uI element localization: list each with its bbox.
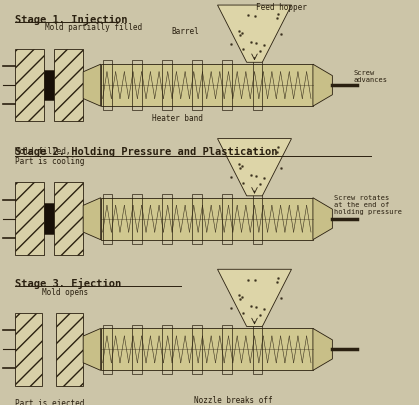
Bar [101, 328, 313, 371]
Bar [132, 325, 142, 374]
Polygon shape [313, 198, 332, 240]
Bar [44, 71, 54, 101]
Bar [253, 325, 262, 374]
Text: Mold opens: Mold opens [42, 288, 88, 296]
Bar [101, 65, 313, 107]
Bar [132, 61, 142, 111]
Text: Part is ejected: Part is ejected [15, 398, 84, 405]
Bar [162, 194, 172, 244]
Bar [15, 50, 44, 122]
Polygon shape [83, 328, 101, 371]
Text: Stage 2. Holding Pressure and Plastication: Stage 2. Holding Pressure and Plasticati… [15, 147, 277, 157]
Bar [222, 194, 232, 244]
Bar [132, 194, 142, 244]
Bar [103, 61, 112, 111]
Bar [15, 183, 44, 255]
Polygon shape [83, 65, 101, 107]
Polygon shape [313, 65, 332, 107]
Polygon shape [217, 139, 292, 196]
Bar [26, 400, 53, 405]
Text: Heater band: Heater band [152, 114, 203, 123]
Bar [192, 194, 202, 244]
Bar [253, 61, 262, 111]
Text: Screw
advances: Screw advances [354, 70, 388, 83]
Bar [54, 183, 83, 255]
Text: Stage 3. Ejection: Stage 3. Ejection [15, 277, 121, 288]
Bar [192, 325, 202, 374]
Text: Mold filled,
Part is cooling: Mold filled, Part is cooling [15, 147, 84, 166]
Text: Screw rotates
at the end of
holding pressure: Screw rotates at the end of holding pres… [334, 195, 402, 215]
Polygon shape [217, 270, 292, 327]
Polygon shape [313, 328, 332, 371]
Bar [222, 325, 232, 374]
Text: Feed hopper: Feed hopper [256, 3, 307, 12]
Bar [162, 61, 172, 111]
Polygon shape [217, 6, 292, 63]
Bar [44, 204, 54, 234]
Text: Mold partially filled: Mold partially filled [45, 23, 142, 32]
Bar [103, 194, 112, 244]
Polygon shape [83, 198, 101, 240]
Bar [253, 194, 262, 244]
Bar [101, 198, 313, 240]
Bar [222, 61, 232, 111]
Bar [162, 325, 172, 374]
Bar [34, 395, 45, 405]
Text: Barrel: Barrel [172, 27, 199, 36]
Bar [192, 61, 202, 111]
Bar [15, 313, 42, 386]
Text: Stage 1. Injection: Stage 1. Injection [15, 14, 127, 25]
Bar [103, 325, 112, 374]
Bar [54, 50, 83, 122]
Bar [56, 313, 83, 386]
Text: Nozzle breaks off: Nozzle breaks off [194, 395, 273, 404]
